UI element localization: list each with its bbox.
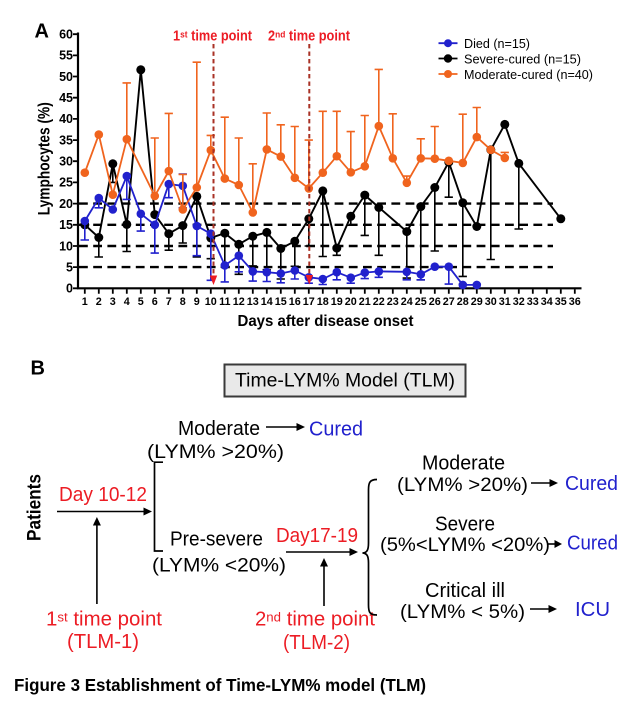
svg-text:60: 60 bbox=[59, 28, 73, 42]
svg-text:5: 5 bbox=[138, 296, 144, 308]
svg-text:Day 10-12: Day 10-12 bbox=[59, 484, 147, 506]
svg-text:1st time point: 1st time point bbox=[173, 29, 252, 45]
svg-text:32: 32 bbox=[513, 296, 525, 308]
svg-text:(LYM% >20%): (LYM% >20%) bbox=[147, 441, 284, 463]
svg-text:(TLM-1): (TLM-1) bbox=[67, 631, 139, 653]
svg-text:Days after disease onset: Days after disease onset bbox=[238, 313, 414, 330]
svg-text:25: 25 bbox=[59, 176, 73, 190]
svg-text:3: 3 bbox=[110, 296, 116, 308]
svg-text:Day17-19: Day17-19 bbox=[276, 525, 358, 547]
svg-text:ICU: ICU bbox=[575, 599, 610, 621]
svg-text:2nd time point: 2nd time point bbox=[268, 29, 350, 45]
svg-text:14: 14 bbox=[261, 296, 273, 308]
svg-text:35: 35 bbox=[555, 296, 567, 308]
svg-text:Patients: Patients bbox=[25, 474, 46, 541]
svg-text:Figure 3 Establishment of Time: Figure 3 Establishment of Time-LYM% mode… bbox=[14, 675, 426, 695]
svg-text:9: 9 bbox=[194, 296, 200, 308]
svg-text:B: B bbox=[31, 358, 45, 380]
svg-text:15: 15 bbox=[275, 296, 287, 308]
svg-text:55: 55 bbox=[59, 49, 73, 63]
svg-text:10: 10 bbox=[59, 239, 73, 253]
svg-text:28: 28 bbox=[457, 296, 469, 308]
svg-text:19: 19 bbox=[331, 296, 343, 308]
svg-text:Lymphocytes (%): Lymphocytes (%) bbox=[36, 102, 54, 215]
svg-text:(TLM-2): (TLM-2) bbox=[283, 632, 350, 654]
svg-text:Severe-cured (n=15): Severe-cured (n=15) bbox=[464, 51, 581, 66]
svg-text:21: 21 bbox=[359, 296, 371, 308]
svg-text:0: 0 bbox=[66, 282, 73, 296]
svg-text:20: 20 bbox=[59, 197, 73, 211]
svg-text:34: 34 bbox=[541, 296, 553, 308]
svg-text:22: 22 bbox=[373, 296, 385, 308]
svg-text:45: 45 bbox=[59, 91, 73, 105]
svg-text:7: 7 bbox=[166, 296, 172, 308]
svg-text:31: 31 bbox=[499, 296, 511, 308]
svg-text:Severe: Severe bbox=[435, 514, 495, 536]
svg-text:17: 17 bbox=[303, 296, 315, 308]
svg-text:A: A bbox=[35, 21, 49, 43]
svg-text:Cured: Cured bbox=[309, 419, 363, 441]
svg-text:5: 5 bbox=[66, 260, 73, 274]
svg-text:20: 20 bbox=[345, 296, 357, 308]
svg-text:24: 24 bbox=[401, 296, 413, 308]
svg-text:Cured: Cured bbox=[567, 533, 618, 555]
svg-text:16: 16 bbox=[289, 296, 301, 308]
svg-text:33: 33 bbox=[527, 296, 539, 308]
svg-text:26: 26 bbox=[429, 296, 441, 308]
svg-text:50: 50 bbox=[59, 70, 73, 84]
svg-text:4: 4 bbox=[124, 296, 130, 308]
svg-text:Time-LYM% Model (TLM): Time-LYM% Model (TLM) bbox=[235, 370, 455, 392]
svg-text:29: 29 bbox=[471, 296, 483, 308]
svg-text:13: 13 bbox=[247, 296, 259, 308]
svg-text:12: 12 bbox=[233, 296, 245, 308]
svg-text:(LYM% < 5%): (LYM% < 5%) bbox=[400, 601, 525, 623]
svg-text:Moderate-cured (n=40): Moderate-cured (n=40) bbox=[464, 67, 593, 82]
svg-text:Died (n=15): Died (n=15) bbox=[464, 36, 530, 51]
svg-text:18: 18 bbox=[317, 296, 329, 308]
svg-text:8: 8 bbox=[180, 296, 186, 308]
svg-text:Cured: Cured bbox=[565, 473, 618, 495]
svg-text:25: 25 bbox=[415, 296, 427, 308]
svg-text:1st time point: 1st time point bbox=[46, 609, 162, 631]
svg-text:30: 30 bbox=[59, 155, 73, 169]
svg-text:(LYM% <20%): (LYM% <20%) bbox=[152, 555, 286, 577]
svg-text:30: 30 bbox=[485, 296, 497, 308]
svg-text:11: 11 bbox=[219, 296, 230, 308]
svg-text:Moderate: Moderate bbox=[422, 453, 505, 475]
svg-text:6: 6 bbox=[152, 296, 158, 308]
svg-text:Moderate: Moderate bbox=[178, 418, 260, 440]
svg-text:2: 2 bbox=[96, 296, 102, 308]
svg-text:(LYM% >20%): (LYM% >20%) bbox=[397, 474, 528, 496]
svg-text:27: 27 bbox=[443, 296, 455, 308]
svg-text:2nd time point: 2nd time point bbox=[255, 609, 375, 631]
svg-text:1: 1 bbox=[82, 296, 88, 308]
svg-text:36: 36 bbox=[569, 296, 581, 308]
svg-text:15: 15 bbox=[59, 218, 73, 232]
svg-text:Critical ill: Critical ill bbox=[425, 580, 505, 602]
svg-text:(5%<LYM% <20%): (5%<LYM% <20%) bbox=[380, 534, 550, 556]
svg-text:10: 10 bbox=[205, 296, 217, 308]
svg-text:23: 23 bbox=[387, 296, 399, 308]
svg-text:Pre-severe: Pre-severe bbox=[170, 529, 263, 551]
svg-text:40: 40 bbox=[59, 112, 73, 126]
svg-text:35: 35 bbox=[59, 133, 73, 147]
